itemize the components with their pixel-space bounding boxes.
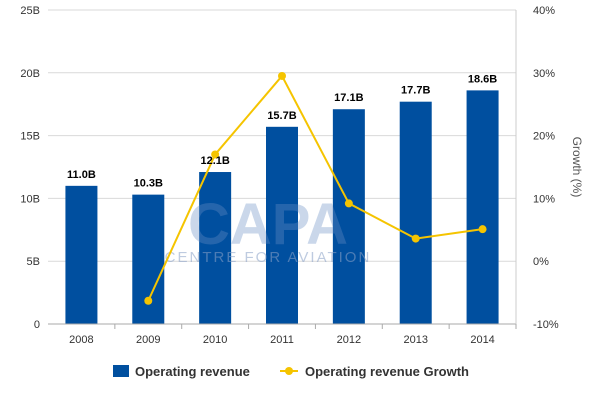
x-tick-label: 2009 (136, 334, 160, 346)
bar-data-label: 18.6B (468, 73, 497, 85)
x-tick-label: 2013 (403, 334, 427, 346)
y-right-tick-label: 20% (533, 131, 555, 143)
y-left-tick-label: 0 (34, 319, 40, 331)
line-series-operating-revenue-growth (144, 71, 487, 305)
growth-point (144, 296, 153, 305)
y-right-axis-title: Growth (%) (570, 137, 584, 198)
legend-swatch-marker-growth (285, 367, 293, 375)
bar-data-label: 11.0B (67, 169, 96, 181)
y-left-tick-label: 20B (20, 68, 40, 80)
x-tick-label: 2012 (337, 334, 361, 346)
legend-swatch-operating-revenue (113, 365, 129, 377)
y-right-tick-label: -10% (533, 319, 559, 331)
y-left-tick-label: 15B (20, 131, 40, 143)
bar-data-label: 12.1B (200, 155, 229, 167)
growth-point (278, 71, 286, 80)
growth-point (478, 225, 487, 234)
y-left-tick-label: 10B (20, 193, 40, 205)
bar (399, 101, 432, 324)
growth-line (147, 74, 483, 302)
y-right-tick-label: 40% (533, 5, 555, 17)
bar (65, 185, 98, 324)
bar (266, 126, 298, 324)
legend-label-operating-revenue-growth: Operating revenue Growth (305, 364, 469, 379)
x-tick-label: 2008 (69, 334, 93, 346)
growth-point (411, 234, 420, 243)
y-right-tick-label: 0% (533, 256, 549, 268)
growth-point (344, 199, 353, 208)
tick-labels: 0 5B 10B 15B 20B 25B -10% 0% 10% 20% 30% 40% 2008 200… (20, 5, 558, 346)
bar (199, 172, 232, 324)
axes (48, 10, 517, 329)
growth-point (211, 150, 220, 159)
watermark-logo: CAPA (188, 192, 348, 257)
x-tick-label: 2014 (470, 334, 494, 346)
bar-data-label: 10.3B (134, 178, 163, 190)
bar-series-operating-revenue (65, 90, 499, 324)
bar-data-labels: 11.0B 10.3B 12.1B 15.7B 17.1B 17.7B 18.6B (67, 73, 497, 189)
watermark-text: CENTRE FOR AVIATION (165, 249, 372, 266)
bar-data-label: 15.7B (267, 110, 296, 122)
y-left-tick-label: 25B (20, 5, 40, 17)
bar (466, 90, 499, 324)
legend-label-operating-revenue: Operating revenue (135, 364, 250, 379)
y-right-tick-label: 30% (533, 68, 555, 80)
watermark: CAPA CENTRE FOR AVIATION (165, 192, 372, 266)
x-tick-label: 2010 (203, 334, 227, 346)
bar (332, 109, 365, 324)
bar-data-label: 17.7B (401, 85, 430, 97)
bar-data-label: 17.1B (334, 92, 363, 104)
x-tick-label: 2011 (270, 334, 294, 346)
legend: Operating revenue Operating revenue Grow… (113, 364, 469, 379)
y-right-tick-label: 10% (533, 193, 555, 205)
y-left-tick-label: 5B (27, 256, 40, 268)
